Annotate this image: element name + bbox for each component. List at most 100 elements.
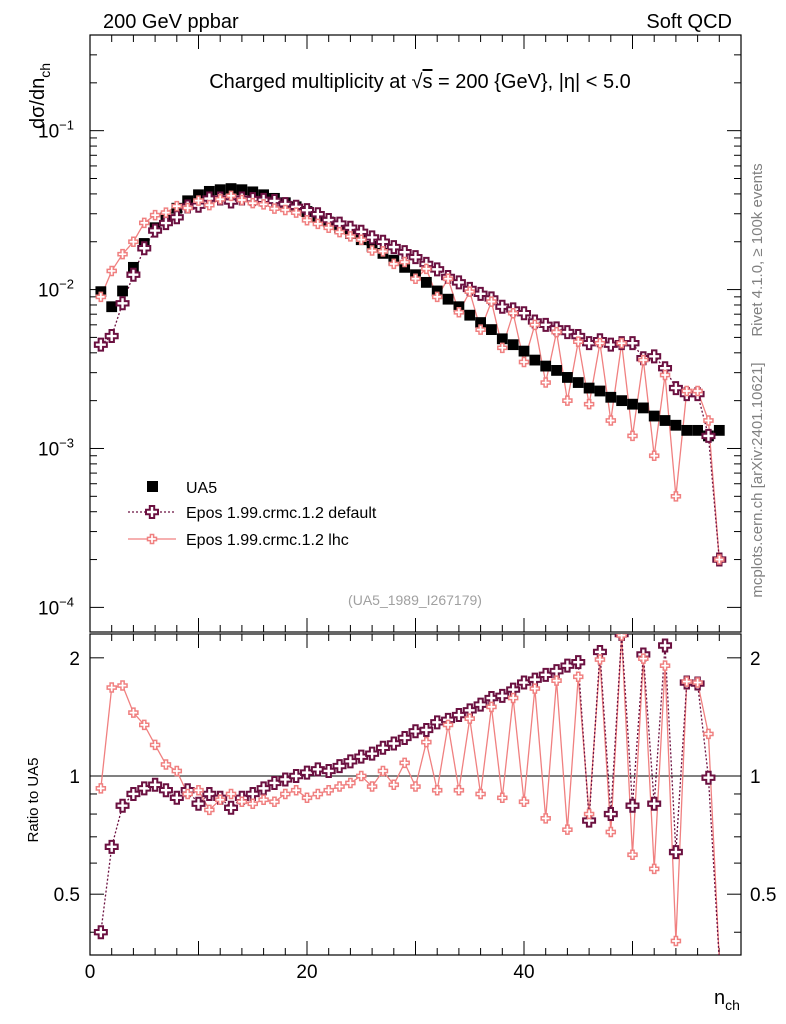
main-point-lhc — [247, 197, 258, 209]
ratio-point-lhc — [670, 935, 682, 947]
main-ytick-label-3: 10−3 — [38, 435, 74, 460]
ratio-point-lhc — [204, 804, 215, 816]
x-axis-label-sub: ch — [725, 997, 740, 1013]
ratio-point-default — [451, 708, 466, 723]
ratio-point-default — [310, 762, 325, 777]
ratio-point-default — [148, 777, 163, 792]
main-point-ua5 — [225, 183, 237, 194]
main-point-ua5 — [193, 189, 204, 201]
main-point-lhc — [692, 385, 703, 397]
ratio-point-lhc — [507, 692, 519, 704]
main-point-lhc — [323, 222, 334, 233]
main-point-default — [647, 349, 662, 364]
main-point-ua5 — [464, 309, 476, 321]
main-ylabel: dσ/dnch — [27, 63, 53, 129]
main-point-lhc — [605, 415, 617, 426]
ratio-point-default — [93, 925, 108, 940]
main-point-default — [408, 250, 423, 265]
main-point-default — [93, 337, 108, 352]
main-ylabel-sub: ch — [37, 63, 53, 78]
ratio-point-default — [256, 781, 271, 796]
main-point-ua5 — [572, 377, 584, 388]
main-point-lhc — [507, 307, 519, 319]
main-point-lhc — [258, 199, 269, 210]
ratio-point-default — [137, 781, 152, 796]
ratio-point-lhc — [638, 653, 649, 664]
chart-title: Charged multiplicity at √s = 200 {GeV}, … — [209, 71, 631, 93]
legend-marker-default-anchor — [0, 0, 156, 506]
main-point-lhc — [334, 226, 345, 238]
ratio-point-default — [658, 638, 673, 653]
ratio-ylabel: Ratio to UA5 — [25, 757, 42, 842]
header-right: Soft QCD — [646, 11, 732, 33]
ratio-point-default — [158, 783, 173, 798]
ratio-point-default — [321, 763, 336, 778]
main-point-lhc — [573, 336, 584, 347]
legend-marker-ua5 — [147, 481, 158, 492]
ratio-point-lhc — [323, 784, 334, 796]
ratio-point-lhc — [421, 736, 432, 748]
ratio-point-lhc — [258, 794, 269, 806]
main-point-default — [137, 241, 152, 256]
ratio-point-lhc — [453, 784, 465, 796]
ratio-point-lhc — [692, 677, 703, 688]
main-point-lhc — [627, 430, 638, 442]
ratio-point-default — [104, 839, 119, 854]
main-ytick-label-2: 10−2 — [38, 277, 74, 302]
main-point-ua5 — [637, 402, 649, 414]
ratio-point-default — [538, 667, 553, 682]
xtick-label-0: 0 — [85, 962, 96, 983]
main-point-lhc — [204, 199, 215, 211]
main-point-default — [495, 299, 510, 314]
svg-text:dσ/dnch: dσ/dnch — [27, 63, 53, 129]
main-point-lhc — [594, 337, 606, 349]
main-point-ua5 — [529, 354, 541, 366]
ratio-point-lhc — [312, 788, 324, 800]
ratio-point-default — [169, 790, 184, 805]
x-axis-label: nch — [714, 987, 740, 1013]
ratio-point-lhc — [128, 707, 139, 718]
main-point-lhc — [301, 215, 313, 226]
ratio-point-default — [517, 675, 531, 690]
ratio-point-lhc — [648, 863, 660, 875]
main-point-lhc — [475, 324, 486, 335]
ratio-point-default — [397, 730, 412, 745]
ratio-point-lhc — [117, 680, 128, 691]
ratio-ytick-label-1: 1 — [69, 767, 80, 788]
ratio-y-tick-labels: 2 1 0.5 2 1 0.5 — [54, 649, 777, 906]
ratio-point-lhc — [247, 798, 258, 809]
ratio-point-default — [267, 775, 282, 790]
ratio-point-lhc — [431, 784, 443, 796]
main-point-lhc — [377, 246, 389, 257]
header-left: 200 GeV ppbar — [103, 11, 239, 33]
ratio-point-lhc — [715, 977, 724, 986]
ratio-point-default — [115, 798, 130, 813]
main-point-default — [115, 296, 130, 311]
ratio-point-default — [375, 740, 390, 755]
ratio-point-default — [603, 807, 618, 822]
main-point-lhc — [562, 395, 573, 406]
ratio-point-lhc — [540, 813, 551, 824]
legend-marker-lhc — [146, 533, 158, 545]
main-point-lhc — [442, 273, 454, 284]
ratio-point-default — [289, 769, 304, 784]
main-point-lhc — [171, 200, 183, 212]
legend-label-ua5: UA5 — [186, 480, 217, 497]
main-point-ua5 — [475, 317, 486, 328]
main-point-lhc — [659, 369, 671, 381]
main-point-default — [126, 267, 141, 282]
main-point-lhc — [388, 258, 400, 270]
ratio-point-lhc — [225, 788, 237, 800]
ratio-point-lhc — [703, 728, 714, 740]
main-point-ua5 — [453, 301, 465, 313]
rivet-version-label: Rivet 4.1.0, ≥ 100k events — [749, 163, 766, 336]
ratio-point-lhc — [659, 660, 671, 671]
main-point-default — [701, 428, 716, 443]
ratio-point-lhc — [442, 719, 454, 731]
main-point-lhc — [583, 398, 595, 410]
main-point-ua5 — [627, 398, 638, 410]
ratio-point-lhc — [377, 765, 389, 777]
main-point-lhc — [225, 190, 237, 202]
main-point-ua5 — [616, 395, 628, 407]
main-point-lhc — [551, 326, 562, 338]
